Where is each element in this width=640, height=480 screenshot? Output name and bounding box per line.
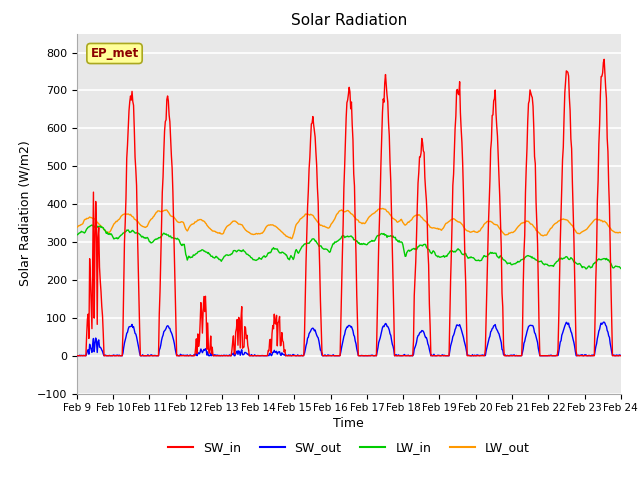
LW_out bbox=[417, 213, 424, 219]
Line: SW_in: SW_in bbox=[77, 60, 621, 356]
SW_in bbox=[600, 57, 608, 62]
SW_out bbox=[600, 319, 608, 325]
LW_in bbox=[73, 232, 81, 238]
LW_out bbox=[73, 225, 81, 230]
LW_out bbox=[379, 205, 387, 211]
SW_out bbox=[194, 349, 202, 355]
SW_in bbox=[73, 353, 81, 359]
SW_in bbox=[617, 353, 625, 359]
LW_in bbox=[582, 266, 590, 272]
LW_out bbox=[139, 224, 147, 229]
SW_in bbox=[194, 331, 202, 337]
LW_in bbox=[223, 252, 231, 258]
LW_in bbox=[195, 249, 202, 254]
LW_in bbox=[83, 226, 90, 232]
LW_out bbox=[194, 217, 202, 223]
Title: Solar Radiation: Solar Radiation bbox=[291, 13, 407, 28]
SW_out bbox=[73, 353, 81, 359]
LW_in bbox=[88, 222, 96, 228]
SW_out bbox=[139, 352, 147, 358]
LW_in bbox=[416, 242, 424, 248]
SW_out bbox=[617, 353, 625, 359]
SW_out bbox=[83, 351, 90, 357]
SW_out bbox=[431, 353, 438, 359]
LW_in bbox=[617, 265, 625, 271]
SW_in bbox=[415, 169, 422, 175]
SW_out bbox=[223, 352, 230, 358]
SW_out bbox=[415, 332, 422, 338]
SW_in bbox=[139, 353, 147, 359]
SW_in bbox=[83, 333, 90, 338]
LW_out bbox=[288, 236, 296, 241]
SW_in bbox=[223, 353, 230, 359]
Y-axis label: Solar Radiation (W/m2): Solar Radiation (W/m2) bbox=[18, 141, 31, 287]
Line: SW_out: SW_out bbox=[77, 322, 621, 356]
LW_out bbox=[223, 224, 230, 230]
Line: LW_in: LW_in bbox=[77, 225, 621, 269]
SW_in bbox=[431, 353, 438, 359]
X-axis label: Time: Time bbox=[333, 418, 364, 431]
LW_out bbox=[433, 226, 440, 231]
Line: LW_out: LW_out bbox=[77, 208, 621, 239]
LW_in bbox=[140, 234, 147, 240]
Legend: SW_in, SW_out, LW_in, LW_out: SW_in, SW_out, LW_in, LW_out bbox=[163, 436, 535, 459]
LW_out bbox=[617, 230, 625, 236]
Text: EP_met: EP_met bbox=[90, 47, 139, 60]
LW_out bbox=[83, 216, 90, 221]
LW_in bbox=[431, 252, 439, 258]
